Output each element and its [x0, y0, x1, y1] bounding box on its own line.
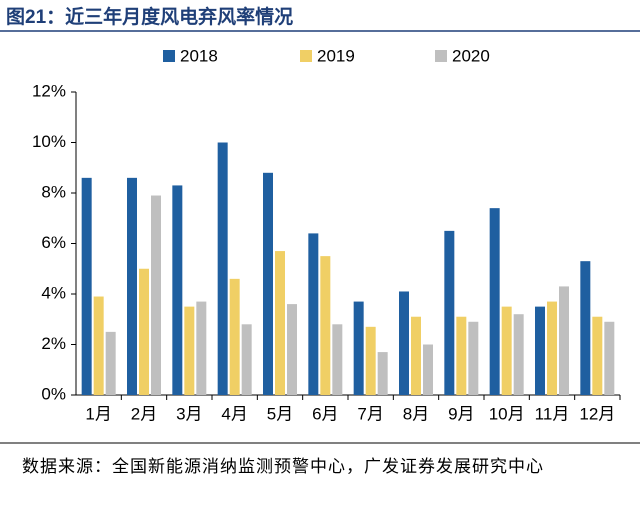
y-tick-label: 8%	[41, 182, 66, 201]
bar	[547, 301, 557, 395]
x-tick-label: 7月	[357, 404, 383, 423]
bar	[377, 352, 388, 395]
bar	[580, 261, 591, 395]
y-tick-label: 4%	[41, 283, 66, 302]
x-tick-label: 6月	[312, 404, 338, 423]
x-tick-label: 2月	[131, 404, 157, 423]
x-tick-label: 9月	[448, 404, 474, 423]
bar	[93, 296, 104, 395]
x-tick-label: 4月	[221, 404, 247, 423]
y-tick-label: 2%	[41, 334, 66, 353]
bar	[320, 256, 331, 395]
bar	[423, 344, 433, 395]
bar	[353, 301, 364, 395]
chart-title: 图21：近三年月度风电弃风率情况	[6, 7, 294, 28]
bar	[468, 321, 479, 395]
bar	[263, 172, 273, 395]
bar	[535, 306, 545, 395]
bar	[308, 233, 319, 395]
bar	[365, 326, 376, 395]
bar	[184, 306, 195, 395]
bar	[241, 324, 252, 395]
legend-swatch	[163, 50, 175, 62]
bar	[604, 321, 615, 395]
bar	[287, 304, 297, 395]
bar	[559, 286, 569, 395]
y-tick-label: 0%	[41, 384, 66, 403]
bar	[151, 195, 161, 395]
bar	[456, 316, 467, 395]
x-tick-label: 3月	[176, 404, 202, 423]
bar	[127, 177, 137, 395]
x-tick-label: 8月	[403, 404, 429, 423]
bar	[489, 208, 500, 395]
y-tick-label: 12%	[32, 81, 66, 100]
x-tick-label: 11月	[535, 404, 570, 423]
bar	[217, 142, 228, 395]
x-tick-label: 12月	[579, 404, 615, 423]
bar	[105, 331, 116, 395]
bar	[399, 291, 409, 395]
bar	[411, 316, 421, 395]
bar	[501, 306, 512, 395]
legend-swatch	[300, 50, 312, 62]
y-tick-label: 6%	[41, 233, 66, 252]
legend-swatch	[435, 50, 447, 62]
x-tick-label: 5月	[267, 404, 293, 423]
legend-label: 2018	[180, 46, 218, 65]
legend-label: 2019	[317, 46, 355, 65]
bar	[229, 278, 240, 395]
x-tick-label: 1月	[85, 404, 111, 423]
x-tick-label: 10月	[489, 404, 525, 423]
bar	[275, 251, 285, 395]
bar	[139, 268, 149, 395]
bar	[444, 230, 455, 395]
bar	[592, 316, 603, 395]
legend-label: 2020	[452, 46, 490, 65]
bar	[81, 177, 92, 395]
bar	[332, 324, 343, 395]
y-tick-label: 10%	[32, 132, 66, 151]
bar	[513, 314, 524, 395]
bar	[196, 301, 207, 395]
source-note: 数据来源：全国新能源消纳监测预警中心，广发证券发展研究中心	[22, 457, 544, 476]
bar	[172, 185, 183, 395]
